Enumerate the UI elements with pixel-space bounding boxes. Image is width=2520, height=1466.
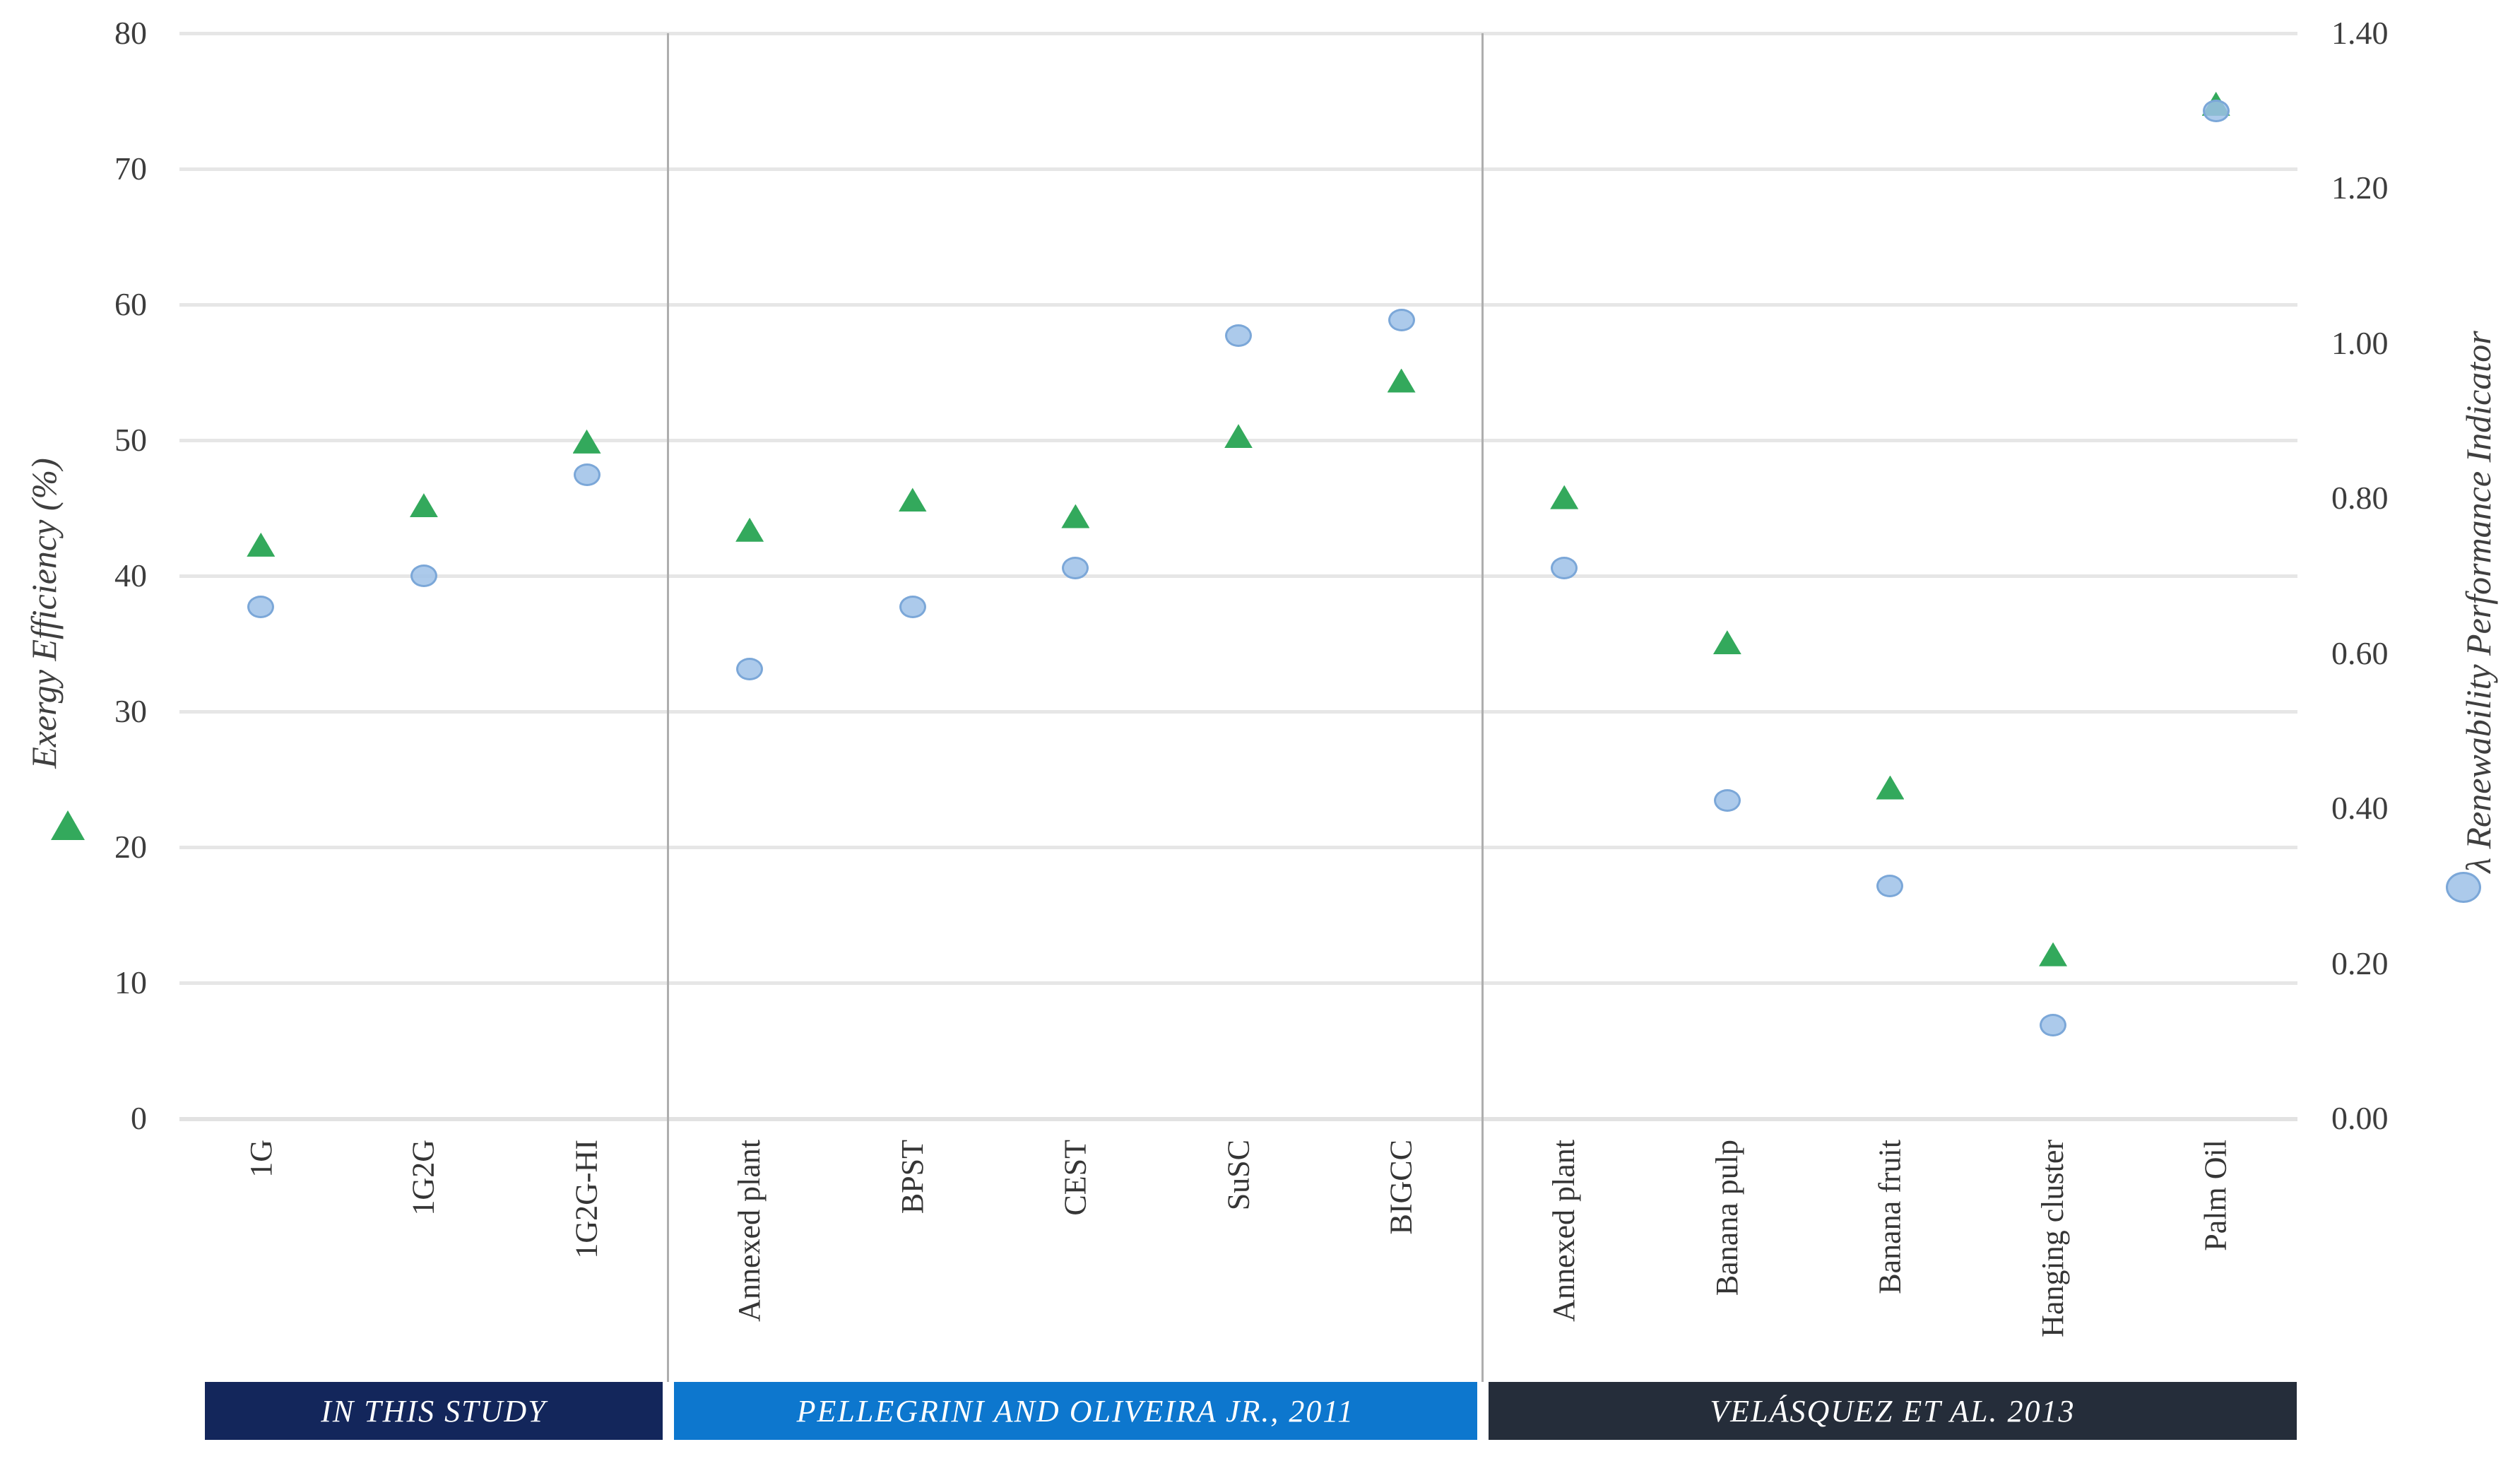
left-axis-tick: 60 <box>114 286 147 322</box>
category-label: Banana fruit <box>1872 1140 1907 1294</box>
group-separator-line <box>1481 33 1484 1382</box>
lambda-circle-marker <box>736 657 764 680</box>
lambda-circle-marker <box>573 463 601 487</box>
efficiency-triangle-marker <box>1876 775 1905 800</box>
category-label: Annexed plant <box>732 1140 767 1322</box>
efficiency-triangle-marker <box>1224 424 1253 449</box>
gridline <box>179 302 2297 307</box>
category-label: 1G <box>243 1140 278 1178</box>
lambda-circle-marker <box>247 595 275 618</box>
category-label: Banana pulp <box>1709 1140 1744 1296</box>
left-axis-tick: 20 <box>114 829 147 865</box>
category-label: 1G2G <box>406 1140 441 1216</box>
source-band: PELLEGRINI AND OLIVEIRA JR., 2011 <box>673 1382 1477 1440</box>
lambda-circle-marker <box>2202 99 2230 122</box>
left-axis-tick: 70 <box>114 150 147 187</box>
right-axis-tick: 0.20 <box>2331 945 2389 981</box>
gridline <box>179 709 2297 714</box>
gridline <box>179 31 2297 35</box>
category-label: 1G2G-HI <box>569 1140 604 1259</box>
lambda-circle-marker <box>2040 1014 2067 1037</box>
lambda-legend-circle-icon <box>2446 872 2481 903</box>
right-axis-tick: 1.00 <box>2331 324 2389 361</box>
left-axis-tick: 40 <box>114 557 147 593</box>
lambda-circle-marker <box>1225 324 1252 347</box>
x-axis-line <box>179 1116 2297 1121</box>
source-band: IN THIS STUDY <box>205 1382 663 1440</box>
source-band: VELÁSQUEZ ET AL. 2013 <box>1488 1382 2297 1440</box>
left-axis-tick: 50 <box>114 422 147 458</box>
lambda-circle-marker <box>1876 874 1904 897</box>
efficiency-triangle-marker <box>898 487 927 512</box>
right-axis-tick: 1.40 <box>2331 15 2389 51</box>
efficiency-triangle-marker <box>247 532 276 557</box>
lambda-circle-marker <box>899 595 926 618</box>
right-axis-title: λ Renewability Performance Indicator <box>2459 331 2498 873</box>
right-axis-tick: 0.80 <box>2331 480 2389 516</box>
lambda-circle-marker <box>1713 789 1741 812</box>
category-label: CEST <box>1058 1140 1093 1216</box>
left-axis-tick: 30 <box>114 693 147 729</box>
left-axis-tick: 10 <box>114 964 147 1000</box>
category-label: BPST <box>894 1140 930 1214</box>
lambda-circle-marker <box>410 564 437 587</box>
gridline <box>179 167 2297 171</box>
efficiency-triangle-marker <box>1712 630 1741 655</box>
category-label: BIGCC <box>1383 1140 1419 1235</box>
gridline <box>179 845 2297 849</box>
left-axis-title: Exergy Efficiency (%) <box>24 458 64 769</box>
category-label: Hanging cluster <box>2035 1140 2071 1337</box>
lambda-circle-marker <box>1062 557 1089 580</box>
lambda-circle-marker <box>1551 557 1578 580</box>
right-axis-tick: 0.00 <box>2331 1100 2389 1136</box>
category-label: Palm Oil <box>2198 1140 2233 1251</box>
gridline <box>179 981 2297 985</box>
efficiency-triangle-marker <box>1387 368 1416 393</box>
right-axis-tick: 1.20 <box>2331 170 2389 206</box>
efficiency-legend-triangle-icon <box>51 810 85 840</box>
category-label: Annexed plant <box>1546 1140 1582 1322</box>
lambda-circle-marker <box>1388 308 1415 331</box>
efficiency-triangle-marker <box>409 493 438 518</box>
efficiency-triangle-marker <box>2039 942 2068 967</box>
source-band-label: IN THIS STUDY <box>321 1393 547 1429</box>
left-axis-tick: 0 <box>131 1100 147 1136</box>
efficiency-triangle-marker <box>1550 485 1579 509</box>
group-separator-line <box>667 33 670 1382</box>
left-axis-tick: 80 <box>114 15 147 51</box>
source-band-label: PELLEGRINI AND OLIVEIRA JR., 2011 <box>796 1393 1355 1429</box>
gridline <box>179 574 2297 578</box>
source-band-label: VELÁSQUEZ ET AL. 2013 <box>1710 1393 2076 1429</box>
efficiency-triangle-marker <box>735 517 764 542</box>
efficiency-triangle-marker <box>1061 504 1090 528</box>
right-axis-tick: 0.40 <box>2331 790 2389 827</box>
category-label: SuSC <box>1221 1140 1255 1211</box>
right-axis-tick: 0.60 <box>2331 634 2389 671</box>
